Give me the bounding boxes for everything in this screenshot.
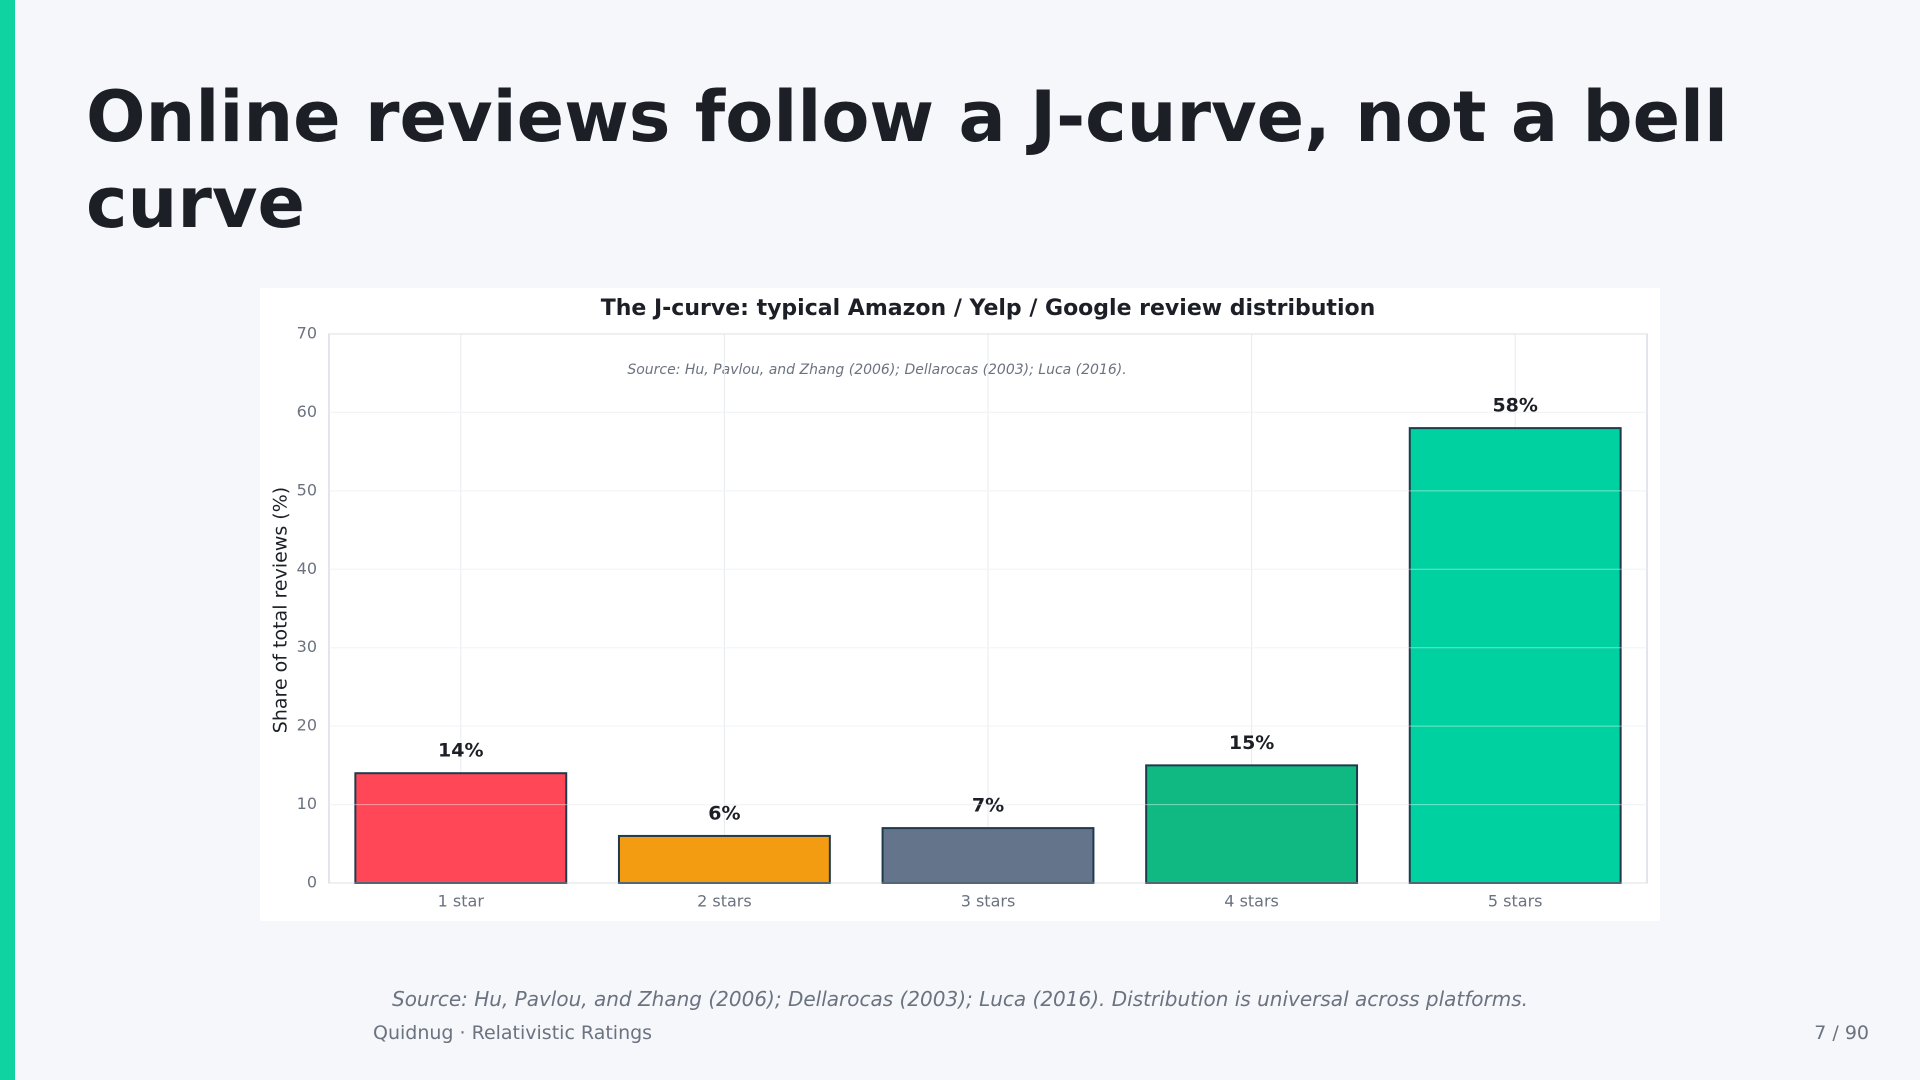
x-tick-label: 3 stars: [961, 892, 1016, 911]
bar: [617, 834, 831, 885]
x-tick-label: 1 star: [438, 892, 485, 911]
bar: [1408, 427, 1622, 884]
value-label: 15%: [1229, 732, 1274, 754]
y-axis-label: Share of total reviews (%): [270, 487, 292, 733]
y-tick-label: 20: [297, 716, 317, 735]
accent-bar: [0, 0, 15, 1080]
y-tick-label: 40: [297, 559, 317, 578]
bar: [354, 772, 568, 885]
y-tick-label: 70: [297, 324, 317, 343]
value-label: 6%: [708, 802, 740, 824]
value-label: 14%: [438, 740, 483, 762]
page-number: 7 / 90: [1814, 1022, 1869, 1044]
footer-brand: Quidnug · Relativistic Ratings: [373, 1022, 653, 1044]
chart-title: The J-curve: typical Amazon / Yelp / Goo…: [601, 296, 1376, 321]
value-label: 58%: [1492, 395, 1537, 417]
y-tick-label: 0: [307, 873, 317, 892]
x-tick-label: 4 stars: [1224, 892, 1279, 911]
x-tick-label: 2 stars: [697, 892, 752, 911]
bar: [1145, 764, 1359, 884]
bar: [881, 827, 1095, 884]
y-tick-label: 30: [297, 637, 317, 656]
annotation: Source: Hu, Pavlou, and Zhang (2006); De…: [627, 362, 1126, 378]
value-label: 7%: [972, 795, 1004, 817]
slide-title: Online reviews follow a J-curve, not a b…: [86, 76, 1729, 244]
footer-source: Source: Hu, Pavlou, and Zhang (2006); De…: [392, 987, 1528, 1011]
x-tick-label: 5 stars: [1488, 892, 1543, 911]
y-tick-label: 50: [297, 480, 317, 499]
y-tick-label: 60: [297, 402, 317, 421]
y-tick-label: 10: [297, 794, 317, 813]
